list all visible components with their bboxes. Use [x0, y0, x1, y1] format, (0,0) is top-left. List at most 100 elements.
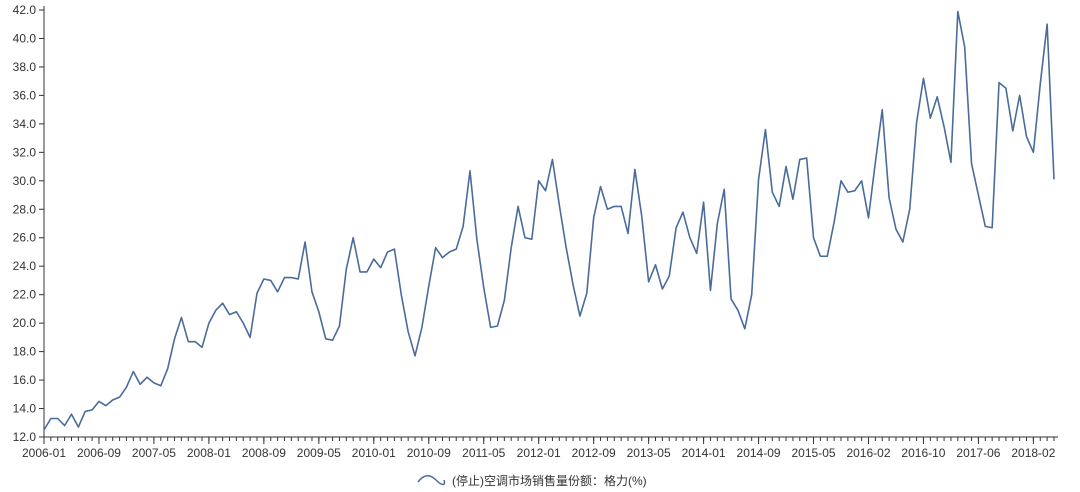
data-point[interactable] — [792, 198, 794, 200]
data-point[interactable] — [483, 287, 485, 289]
data-point[interactable] — [977, 194, 979, 196]
data-point[interactable] — [242, 322, 244, 324]
data-point[interactable] — [57, 418, 59, 420]
data-point[interactable] — [874, 161, 876, 163]
data-point[interactable] — [215, 309, 217, 311]
data-point[interactable] — [771, 191, 773, 193]
data-point[interactable] — [984, 225, 986, 227]
data-point[interactable] — [125, 386, 127, 388]
data-point[interactable] — [414, 355, 416, 357]
data-point[interactable] — [503, 299, 505, 301]
data-point[interactable] — [1046, 23, 1048, 25]
data-point[interactable] — [593, 217, 595, 219]
data-point[interactable] — [1053, 178, 1055, 180]
data-point[interactable] — [345, 268, 347, 270]
data-point[interactable] — [943, 126, 945, 128]
data-point[interactable] — [160, 385, 162, 387]
data-point[interactable] — [558, 204, 560, 206]
data-point[interactable] — [283, 277, 285, 279]
data-point[interactable] — [531, 238, 533, 240]
data-point[interactable] — [709, 289, 711, 291]
data-point[interactable] — [229, 314, 231, 316]
data-point[interactable] — [764, 129, 766, 131]
data-point[interactable] — [77, 426, 79, 428]
data-point[interactable] — [43, 429, 45, 431]
data-point[interactable] — [971, 163, 973, 165]
data-point[interactable] — [304, 241, 306, 243]
data-point[interactable] — [332, 339, 334, 341]
data-point[interactable] — [338, 325, 340, 327]
data-point[interactable] — [174, 338, 176, 340]
data-point[interactable] — [545, 190, 547, 192]
data-point[interactable] — [813, 237, 815, 239]
data-point[interactable] — [208, 322, 210, 324]
data-point[interactable] — [799, 158, 801, 160]
data-point[interactable] — [235, 311, 237, 313]
data-point[interactable] — [462, 225, 464, 227]
data-point[interactable] — [909, 208, 911, 210]
data-point[interactable] — [297, 278, 299, 280]
data-point[interactable] — [1032, 151, 1034, 153]
data-point[interactable] — [311, 291, 313, 293]
data-point[interactable] — [510, 247, 512, 249]
data-point[interactable] — [476, 238, 478, 240]
data-point[interactable] — [1012, 130, 1014, 132]
data-point[interactable] — [778, 205, 780, 207]
data-point[interactable] — [1039, 83, 1041, 85]
data-point[interactable] — [627, 232, 629, 234]
data-point[interactable] — [318, 311, 320, 313]
data-point[interactable] — [1026, 136, 1028, 138]
data-point[interactable] — [496, 325, 498, 327]
data-point[interactable] — [661, 288, 663, 290]
data-point[interactable] — [991, 227, 993, 229]
data-point[interactable] — [50, 418, 52, 420]
data-point[interactable] — [373, 258, 375, 260]
data-point[interactable] — [325, 338, 327, 340]
data-point[interactable] — [448, 251, 450, 253]
data-point[interactable] — [950, 161, 952, 163]
data-point[interactable] — [421, 326, 423, 328]
data-point[interactable] — [187, 341, 189, 343]
data-point[interactable] — [524, 237, 526, 239]
data-point[interactable] — [565, 247, 567, 249]
data-point[interactable] — [826, 255, 828, 257]
data-point[interactable] — [270, 279, 272, 281]
data-point[interactable] — [929, 117, 931, 119]
data-point[interactable] — [867, 217, 869, 219]
data-point[interactable] — [132, 371, 134, 373]
data-point[interactable] — [551, 158, 553, 160]
data-point[interactable] — [167, 368, 169, 370]
data-point[interactable] — [70, 413, 72, 415]
data-point[interactable] — [854, 190, 856, 192]
data-point[interactable] — [517, 205, 519, 207]
data-point[interactable] — [648, 281, 650, 283]
legend[interactable]: (停止)空调市场销售量份额：格力(%) — [417, 473, 647, 488]
data-point[interactable] — [153, 382, 155, 384]
data-point[interactable] — [428, 285, 430, 287]
data-point[interactable] — [442, 257, 444, 259]
data-point[interactable] — [105, 405, 107, 407]
data-point[interactable] — [806, 157, 808, 159]
data-point[interactable] — [751, 294, 753, 296]
data-point[interactable] — [703, 201, 705, 203]
data-point[interactable] — [737, 309, 739, 311]
data-point[interactable] — [888, 197, 890, 199]
data-point[interactable] — [572, 284, 574, 286]
data-point[interactable] — [1005, 87, 1007, 89]
data-point[interactable] — [744, 328, 746, 330]
data-point[interactable] — [579, 315, 581, 317]
data-point[interactable] — [407, 331, 409, 333]
data-point[interactable] — [758, 178, 760, 180]
data-point[interactable] — [393, 248, 395, 250]
data-point[interactable] — [139, 383, 141, 385]
data-point[interactable] — [91, 409, 93, 411]
data-point[interactable] — [180, 316, 182, 318]
data-point[interactable] — [277, 291, 279, 293]
data-point[interactable] — [730, 298, 732, 300]
data-point[interactable] — [620, 205, 622, 207]
data-point[interactable] — [847, 191, 849, 193]
data-point[interactable] — [881, 109, 883, 111]
data-point[interactable] — [222, 302, 224, 304]
data-point[interactable] — [861, 180, 863, 182]
data-point[interactable] — [682, 211, 684, 213]
